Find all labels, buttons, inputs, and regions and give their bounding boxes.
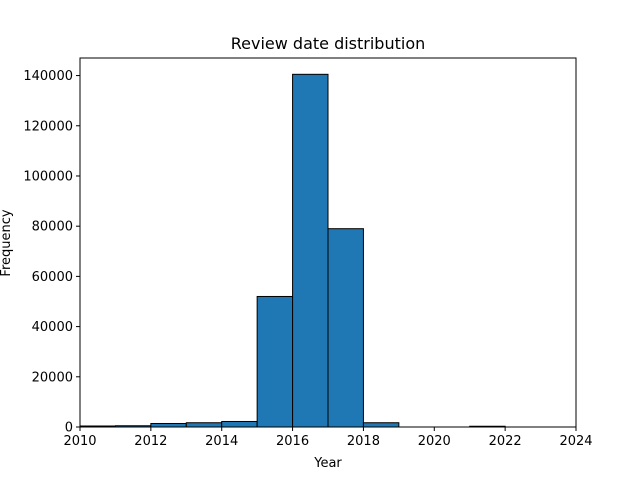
x-tick-label-2012: 2012 <box>134 434 167 449</box>
y-tick-label-100000: 100000 <box>23 169 73 184</box>
y-tick-label-60000: 60000 <box>32 270 73 285</box>
bar-2015 <box>256 295 294 428</box>
x-tick-label-2022: 2022 <box>489 434 522 449</box>
axes-frame <box>79 57 577 428</box>
x-tick-label-2024: 2024 <box>559 434 592 449</box>
x-tick-label-2020: 2020 <box>418 434 451 449</box>
bar-2017 <box>327 228 364 428</box>
x-tick-label-2010: 2010 <box>63 434 96 449</box>
y-tick-label-40000: 40000 <box>32 320 73 335</box>
y-tick-label-120000: 120000 <box>23 119 73 134</box>
x-tick-label-2016: 2016 <box>276 434 309 449</box>
x-axis-label: Year <box>313 456 342 471</box>
bars <box>79 73 506 428</box>
x-axis-ticks: 2010 2012 2014 2016 2018 2020 2022 2024 <box>63 427 593 449</box>
bar-2016 <box>292 73 329 428</box>
y-tick-label-80000: 80000 <box>32 220 73 235</box>
chart-title: Review date distribution <box>231 34 426 53</box>
y-tick-label-0: 0 <box>65 421 73 436</box>
x-tick-label-2018: 2018 <box>347 434 380 449</box>
bar-2013 <box>185 422 223 428</box>
y-tick-label-140000: 140000 <box>23 69 73 84</box>
x-tick-label-2014: 2014 <box>205 434 238 449</box>
y-axis-ticks: 0 20000 40000 60000 80000 100000 120000 140000 <box>23 69 80 436</box>
y-axis-label: Frequency <box>0 209 14 276</box>
bar-2014 <box>221 420 258 428</box>
bar-2012 <box>150 422 187 428</box>
bar-2018 <box>362 422 400 428</box>
y-tick-label-20000: 20000 <box>32 370 73 385</box>
